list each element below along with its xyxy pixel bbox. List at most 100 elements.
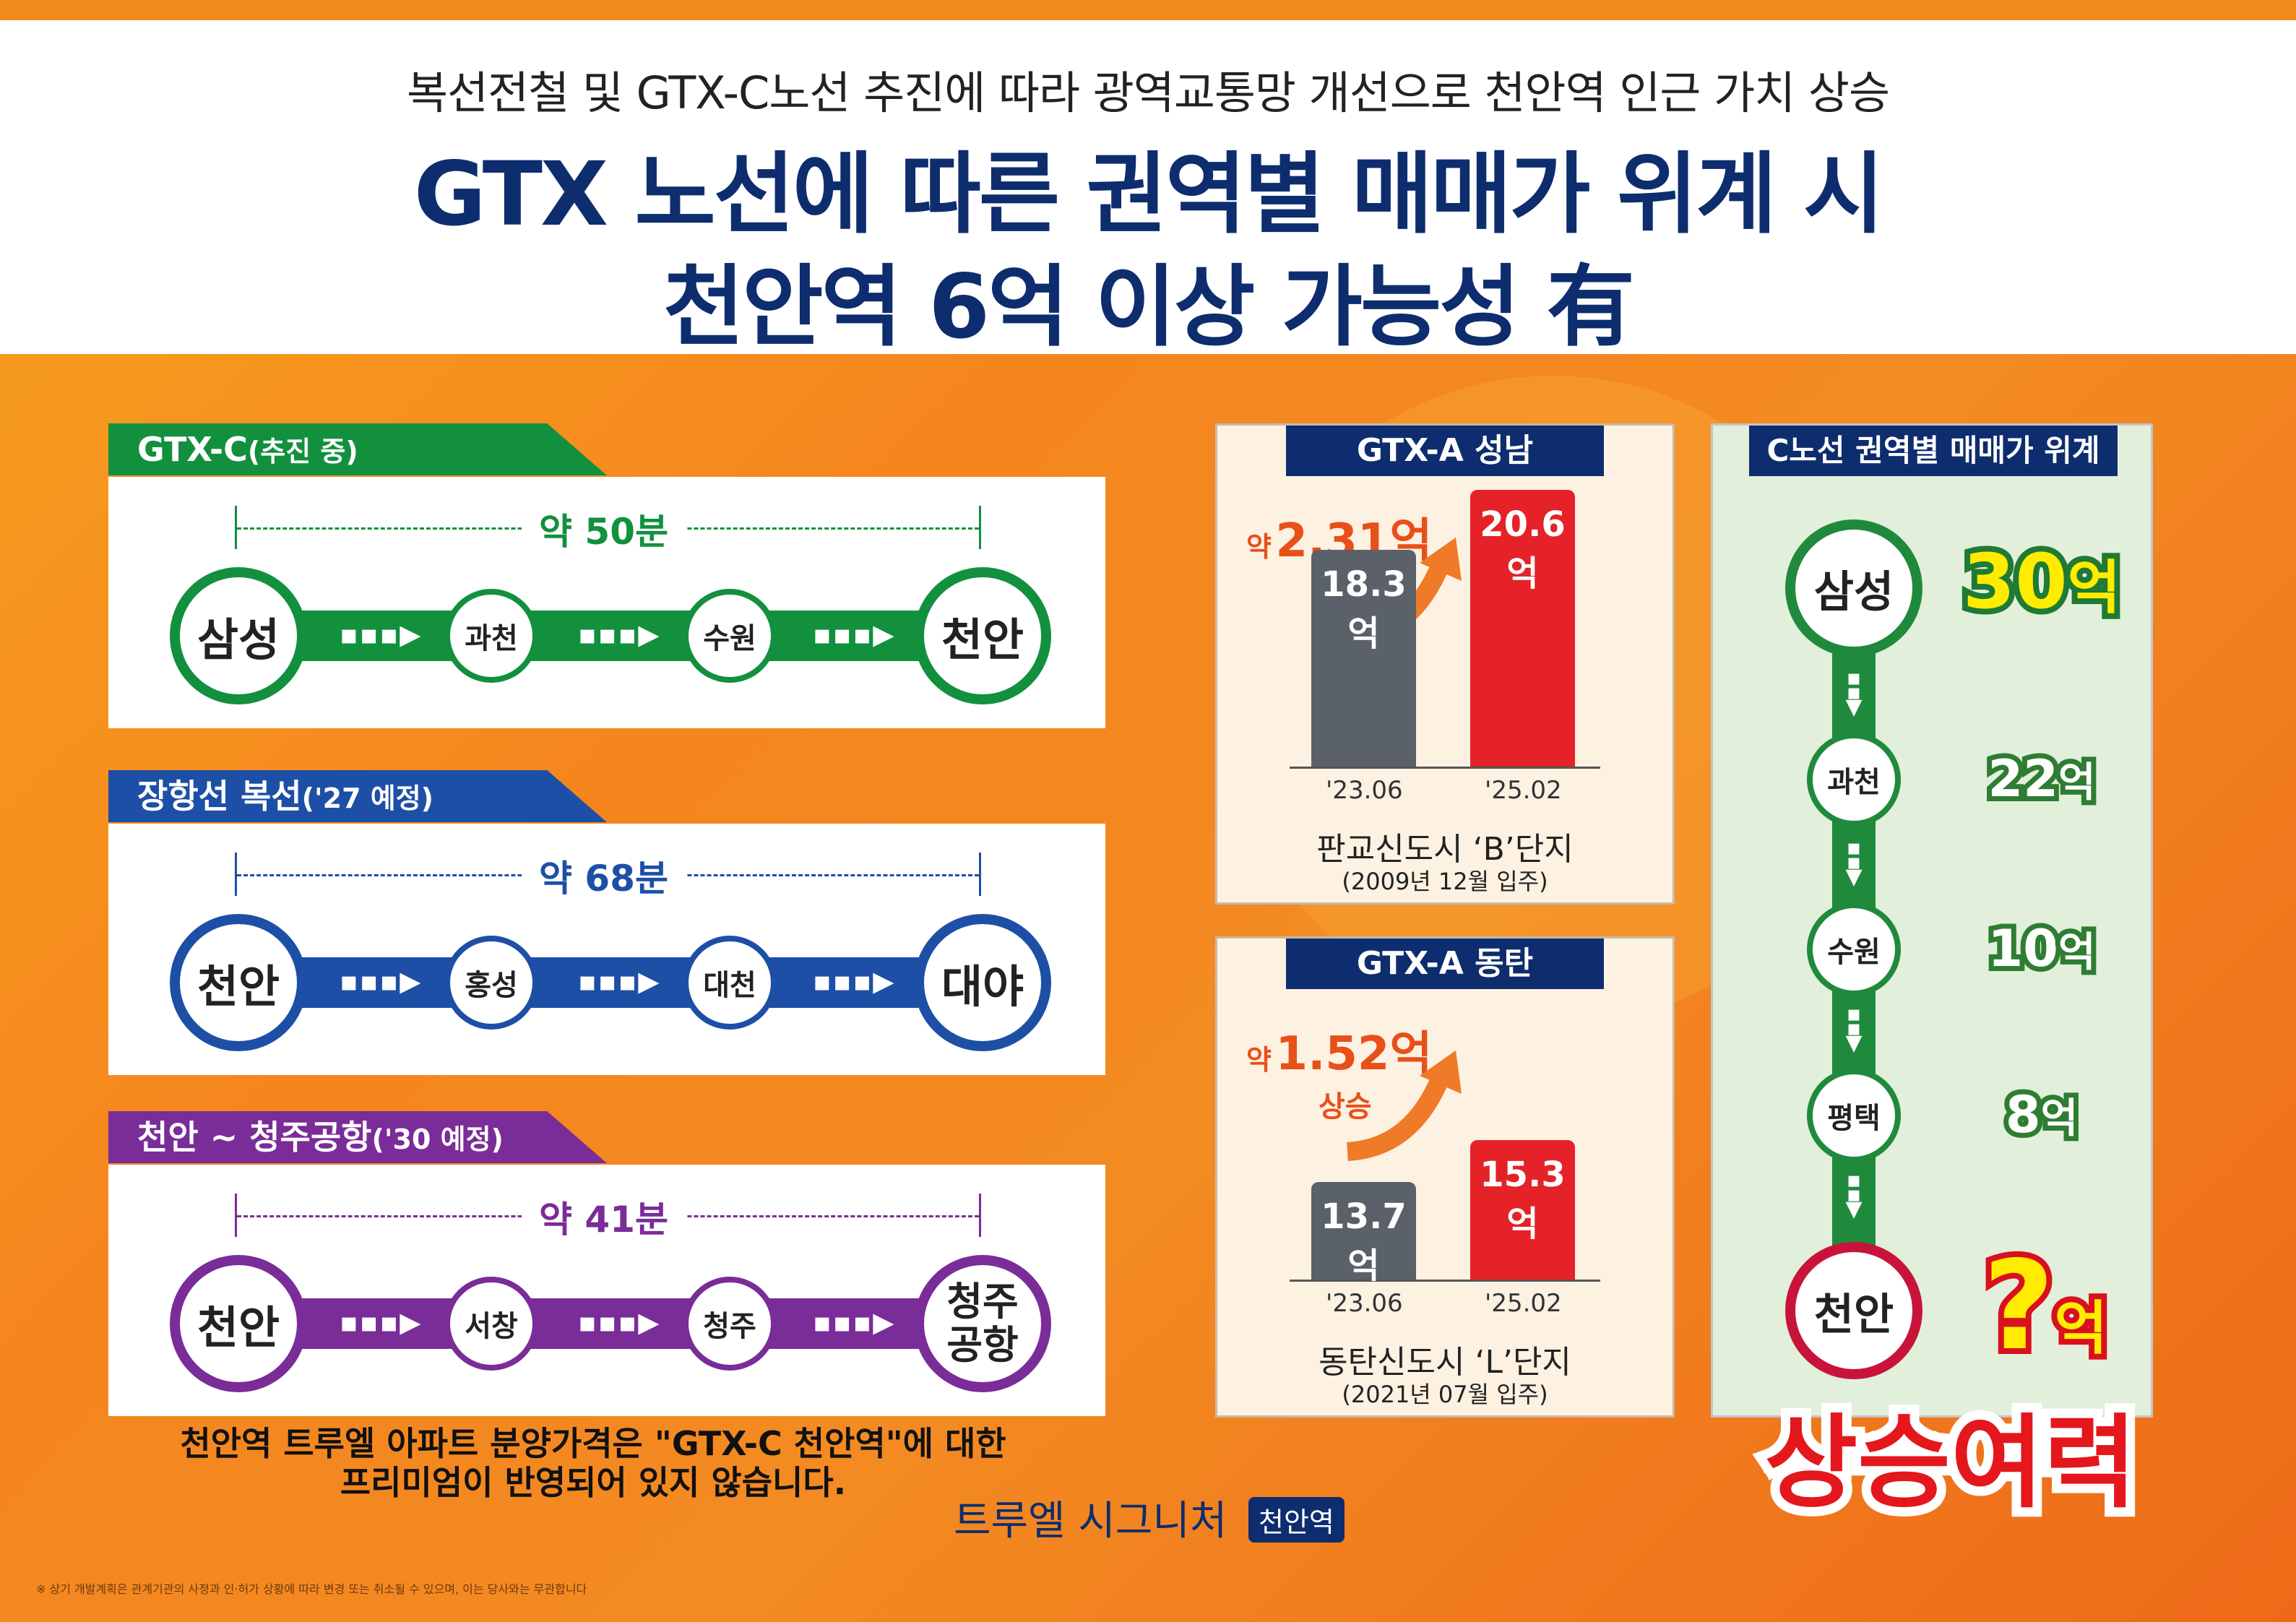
price-value: 8 [2001,1080,2046,1149]
complex-name: 판교신도시 ‘B’단지 [1316,831,1574,868]
hierarchy-header: C노선 권역별 매매가 위계 [1749,426,2118,476]
duration-tick-left [235,853,237,896]
chart-baseline [1290,767,1600,769]
bar-2025: 20.6억 [1470,490,1575,767]
station-node: 평택 [1807,1069,1901,1162]
station-node: 천안 [170,914,307,1051]
duration-label: 약 41분 [522,1191,686,1243]
duration-label: 약 50분 [522,503,686,555]
period-label: '25.02 [1485,776,1562,805]
arrow-icon: ▪▪▪▶ [578,1306,661,1338]
duration-tick-right [979,853,981,896]
rise-value: 1.52억 [1275,1027,1433,1081]
brand-tag: 천안역 [1248,1497,1345,1543]
arrow-icon: ▪▪▪▶ [578,965,661,997]
period-label: '23.06 [1326,776,1403,805]
price-unit: 억 [2053,924,2100,981]
brand-name: 트루엘 시그니처 [954,1498,1227,1545]
duration-tick-left [235,1194,237,1237]
station-node: 청주 [683,1277,777,1371]
route-line [231,611,997,661]
chart-header: GTX-A 동탄 [1286,939,1604,989]
route-status: ('27 예정) [301,782,434,814]
station-node: 과천 [444,589,538,683]
duration-label: 약 68분 [522,850,686,902]
route-status: ('30 예정) [371,1123,504,1155]
route-tab-gtx-c: GTX-C(추진 중) [108,423,607,475]
station-node: 수원 [1807,902,1901,996]
rise-label: 약 1.52억 상승 [1246,1017,1432,1125]
price-hierarchy-panel: C노선 권역별 매매가 위계 ▪ ▪ ▼ ▪ ▪ ▼ ▪ ▪ ▼ ▪ ▪ ▼ 삼성 과천 수원 … [1711,423,2153,1418]
price-unit: 억 [2049,1289,2114,1368]
route-status: (추진 중) [247,436,358,467]
station-node: 삼성 [170,567,307,704]
down-arrow-icon: ▪ ▪ ▼ [1845,1168,1863,1222]
route-panel-gtx-c: 약 50분 삼성 ▪▪▪▶ 과천 ▪▪▪▶ 수원 ▪▪▪▶ 천안 [108,477,1105,728]
subtitle: 복선전철 및 GTX-C노선 추진에 따라 광역교통망 개선으로 천안역 인근 … [406,66,1890,119]
route-line [231,957,997,1008]
price-pyeongtaek: 8억 [1951,1080,2132,1149]
price-unit: 억 [2036,1090,2083,1147]
bar-value-label: 18.3억 [1321,564,1407,654]
rise-potential-label: 상승여력 [1755,1395,2146,1532]
complex-name: 동탄신도시 ‘L’단지 [1319,1344,1571,1381]
station-node: 과천 [1807,733,1901,827]
price-samseong: 30억 [1951,532,2132,631]
route-line [231,1298,997,1349]
arrow-icon: ▪▪▪▶ [340,1306,423,1338]
rise-prefix: 약 [1246,531,1272,563]
title-line-1: GTX 노선에 따른 권역별 매매가 위계 시 [413,143,1884,246]
station-node: 삼성 [1785,519,1922,657]
arrow-icon: ▪▪▪▶ [340,965,423,997]
move-in-date: (2021년 07월 입주) [1342,1381,1548,1408]
disclaimer: ※ 상기 개발계획은 관계기관의 사정과 인·허가 상황에 따라 변경 또는 취… [36,1582,587,1596]
title-line-2: 천안역 6억 이상 가능성 有 [663,256,1635,358]
price-gwacheon: 22억 [1951,744,2132,814]
period-label: '25.02 [1485,1289,1562,1318]
down-arrow-icon: ▪ ▪ ▼ [1845,665,1863,720]
route-name: 천안 ~ 청주공항 [137,1118,372,1157]
route-name: 장항선 복선 [137,777,302,816]
bar-2023: 18.3억 [1311,549,1416,767]
bar-value-label: 13.7억 [1321,1196,1407,1286]
note-line-2: 프리미엄이 반영되어 있지 않습니다. [340,1463,847,1502]
header-banner [0,20,2296,354]
price-suwon: 10억 [1951,914,2132,983]
bar-2025: 15.3억 [1470,1140,1575,1280]
chart-baseline [1290,1280,1600,1282]
arrow-icon: ▪▪▪▶ [813,1306,896,1338]
rise-word: 상승 [1319,1090,1372,1123]
bar-2023: 13.7억 [1311,1181,1416,1286]
price-chart-seongnam: GTX-A 성남 약 2.31억 상승 18.3억 20.6억 '23.06 '… [1215,423,1675,905]
period-label: '23.06 [1326,1289,1403,1318]
station-node: 청주 공항 [914,1255,1051,1392]
station-node: 수원 [683,589,777,683]
bar-value-label: 20.6억 [1480,504,1566,595]
price-value: 10 [1982,914,2063,983]
route-panel-cheongju: 약 41분 천안 ▪▪▪▶ 서창 ▪▪▪▶ 청주 ▪▪▪▶ 청주 공항 [108,1165,1105,1416]
route-name: GTX-C [137,430,248,469]
station-node: 대야 [914,914,1051,1051]
price-value: 22 [1982,744,2063,814]
station-node: 서창 [444,1277,538,1371]
route-panel-janghang: 약 68분 천안 ▪▪▪▶ 홍성 ▪▪▪▶ 대천 ▪▪▪▶ 대야 [108,824,1105,1075]
station-node: 천안 [170,1255,307,1392]
move-in-date: (2009년 12월 입주) [1342,868,1548,895]
route-tab-janghang: 장항선 복선('27 예정) [108,770,607,822]
station-node: 천안 [914,567,1051,704]
arrow-icon: ▪▪▪▶ [813,965,896,997]
price-chart-dongtan: GTX-A 동탄 약 1.52억 상승 13.7억 15.3억 '23.06 '… [1215,936,1675,1418]
duration-tick-left [235,506,237,549]
station-node-cheonan: 천안 [1785,1242,1922,1379]
price-value: ? [1977,1229,2060,1384]
price-unit: 억 [2062,548,2127,627]
down-arrow-icon: ▪ ▪ ▼ [1845,1001,1863,1056]
rise-prefix: 약 [1246,1044,1272,1076]
price-cheonan: ?억 [1951,1229,2139,1384]
duration-tick-right [979,506,981,549]
top-accent-strip [0,0,2296,20]
arrow-icon: ▪▪▪▶ [578,618,661,650]
rise-arrow-icon [1346,1051,1462,1161]
duration-tick-right [979,1194,981,1237]
station-node: 대천 [683,936,777,1030]
